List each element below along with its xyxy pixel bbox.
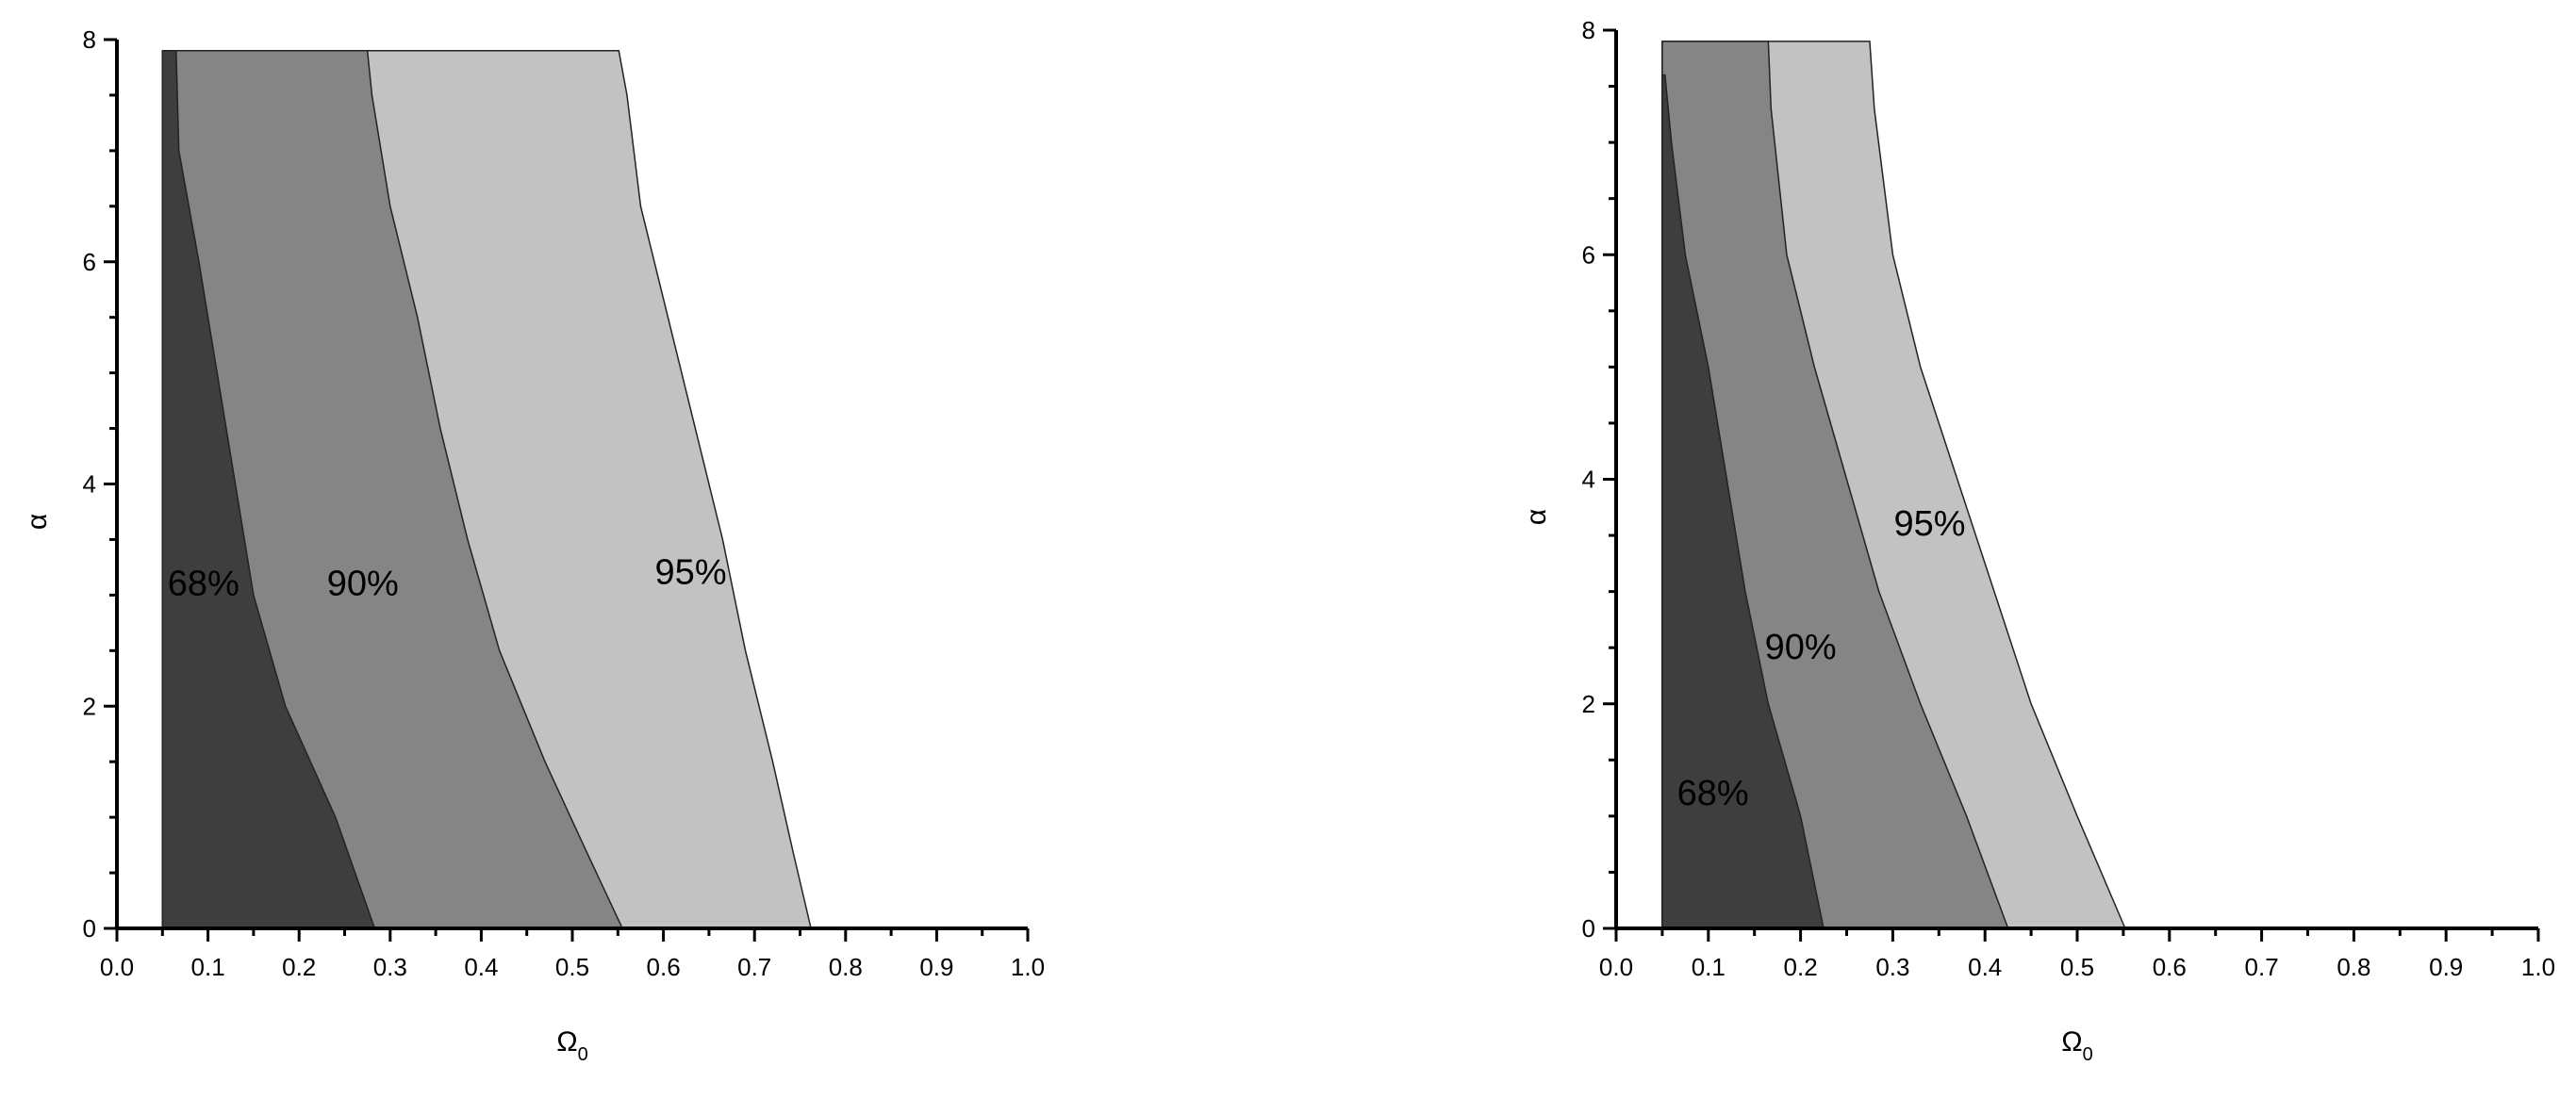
y-axis-title: α	[1521, 509, 1552, 525]
x-axis-title: Ω0	[2061, 1026, 2093, 1065]
x-tick-label: 1.0	[2521, 953, 2555, 981]
y-tick-label: 4	[83, 470, 96, 499]
region-label-68pct: 68%	[168, 564, 239, 603]
x-tick-label: 0.9	[2429, 953, 2463, 981]
y-tick-label: 6	[1582, 240, 1595, 269]
y-tick-label: 4	[1582, 466, 1595, 494]
region-label-95pct: 95%	[1893, 504, 1965, 544]
contour-chart-left: 95% 90% 68% 0.0 0.1 0.2 0.3 0.4 0.5 0.6 0.7 0.8 0.9 1…	[22, 25, 1045, 1065]
x-tick-label: 0.4	[464, 953, 498, 981]
x-tick-label: 0.5	[2060, 953, 2094, 981]
x-tick-label: 0.0	[100, 953, 134, 981]
x-tick-label: 0.3	[1875, 953, 1909, 981]
x-tick-label: 0.9	[919, 953, 953, 981]
x-axis-title: Ω0	[556, 1026, 588, 1065]
x-tick-label: 0.3	[373, 953, 407, 981]
x-tick-label: 0.2	[282, 953, 316, 981]
region-label-95pct: 95%	[655, 553, 727, 593]
region-label-90pct: 90%	[1765, 628, 1837, 667]
x-tick-label: 0.4	[1968, 953, 2002, 981]
y-tick-label: 0	[1582, 914, 1595, 943]
x-tick-label: 0.5	[555, 953, 589, 981]
x-axis-title-symbol: Ω	[2061, 1026, 2082, 1058]
x-tick-label: 0.6	[647, 953, 681, 981]
x-tick-label: 0.7	[2245, 953, 2279, 981]
region-label-90pct: 90%	[327, 564, 399, 603]
x-tick-label: 0.7	[737, 953, 771, 981]
y-tick-label: 6	[83, 248, 96, 276]
x-axis-title-symbol: Ω	[556, 1026, 577, 1058]
region-label-68pct: 68%	[1677, 774, 1749, 813]
contour-chart-right: 95% 90% 68% 0.0 0.1 0.2 0.3 0.4 0.5 0.6 0.7 0.8 0.9 1…	[1521, 16, 2555, 1065]
x-tick-label: 0.1	[1692, 953, 1726, 981]
x-axis-title-subscript: 0	[2083, 1044, 2093, 1065]
chart-panel-right: 95% 90% 68% 0.0 0.1 0.2 0.3 0.4 0.5 0.6 0.7 0.8 0.9 1…	[1509, 0, 2576, 1110]
y-tick-label: 2	[83, 692, 96, 720]
y-axis-title: α	[22, 514, 53, 530]
region-2-68pct	[1661, 74, 1825, 929]
region-2-68pct	[161, 50, 376, 929]
x-tick-label: 0.1	[191, 953, 225, 981]
x-tick-label: 1.0	[1011, 953, 1045, 981]
x-tick-label: 0.0	[1599, 953, 1633, 981]
y-tick-label: 0	[83, 914, 96, 943]
chart-panel-left: 95% 90% 68% 0.0 0.1 0.2 0.3 0.4 0.5 0.6 0.7 0.8 0.9 1…	[0, 0, 1288, 1110]
y-tick-label: 8	[1582, 16, 1595, 44]
y-tick-label: 8	[83, 25, 96, 54]
x-tick-label: 0.2	[1784, 953, 1818, 981]
x-tick-label: 0.6	[2153, 953, 2187, 981]
x-tick-label: 0.8	[2337, 953, 2370, 981]
y-tick-label: 2	[1582, 690, 1595, 718]
x-axis-title-subscript: 0	[578, 1044, 588, 1065]
x-tick-label: 0.8	[829, 953, 863, 981]
